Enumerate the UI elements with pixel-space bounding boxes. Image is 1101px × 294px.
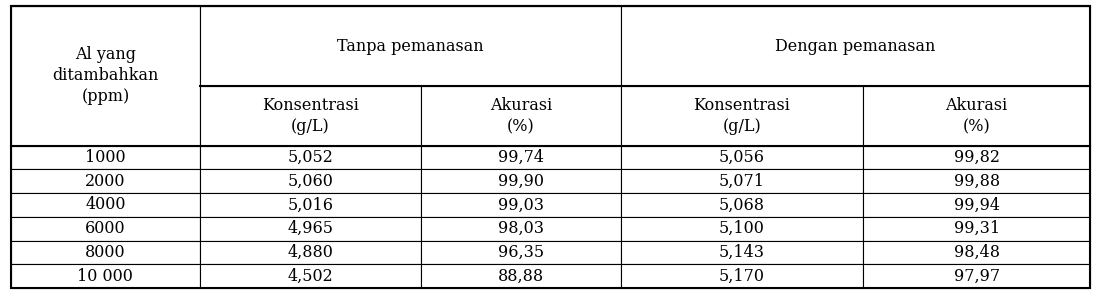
Text: 99,90: 99,90 xyxy=(498,173,544,190)
Text: 99,94: 99,94 xyxy=(953,196,1000,213)
Text: Tanpa pemanasan: Tanpa pemanasan xyxy=(337,38,483,55)
Bar xyxy=(200,86,421,146)
Text: Akurasi
(%): Akurasi (%) xyxy=(490,97,552,135)
Text: 99,31: 99,31 xyxy=(953,220,1000,237)
Bar xyxy=(621,86,863,146)
Text: 1000: 1000 xyxy=(85,149,126,166)
Text: 99,82: 99,82 xyxy=(953,149,1000,166)
Text: 98,03: 98,03 xyxy=(498,220,544,237)
Bar xyxy=(621,6,1090,86)
Bar xyxy=(621,217,863,240)
Text: 5,100: 5,100 xyxy=(719,220,765,237)
Bar xyxy=(200,193,421,217)
Bar xyxy=(621,240,863,264)
Text: 4,502: 4,502 xyxy=(287,268,334,285)
Bar xyxy=(421,217,621,240)
Text: 5,060: 5,060 xyxy=(287,173,334,190)
Text: Dengan pemanasan: Dengan pemanasan xyxy=(775,38,936,55)
Text: Akurasi
(%): Akurasi (%) xyxy=(946,97,1007,135)
Bar xyxy=(863,240,1090,264)
Bar xyxy=(421,240,621,264)
Bar xyxy=(11,169,199,193)
Text: 99,74: 99,74 xyxy=(498,149,544,166)
Bar xyxy=(863,169,1090,193)
Bar xyxy=(421,146,621,169)
Text: Konsentrasi
(g/L): Konsentrasi (g/L) xyxy=(694,97,791,135)
Bar xyxy=(621,146,863,169)
Text: 8000: 8000 xyxy=(85,244,126,261)
Bar xyxy=(11,146,199,169)
Bar xyxy=(863,193,1090,217)
Text: 6000: 6000 xyxy=(85,220,126,237)
Bar xyxy=(621,193,863,217)
Bar xyxy=(200,146,421,169)
Text: 5,170: 5,170 xyxy=(719,268,765,285)
Bar xyxy=(863,86,1090,146)
Text: 4,880: 4,880 xyxy=(287,244,334,261)
Bar xyxy=(200,240,421,264)
Bar xyxy=(863,264,1090,288)
Text: 97,97: 97,97 xyxy=(953,268,1000,285)
Bar xyxy=(863,217,1090,240)
Bar xyxy=(621,264,863,288)
Bar xyxy=(421,169,621,193)
Text: 10 000: 10 000 xyxy=(77,268,133,285)
Text: 99,03: 99,03 xyxy=(498,196,544,213)
Bar xyxy=(11,193,199,217)
Text: 5,052: 5,052 xyxy=(287,149,334,166)
Text: Konsentrasi
(g/L): Konsentrasi (g/L) xyxy=(262,97,359,135)
Bar xyxy=(200,264,421,288)
Text: 5,056: 5,056 xyxy=(719,149,765,166)
Text: 5,016: 5,016 xyxy=(287,196,334,213)
Bar xyxy=(11,217,199,240)
Text: 99,88: 99,88 xyxy=(953,173,1000,190)
Bar xyxy=(200,169,421,193)
Bar xyxy=(421,86,621,146)
Text: 2000: 2000 xyxy=(85,173,126,190)
Bar xyxy=(200,6,621,86)
Bar xyxy=(11,264,199,288)
Bar xyxy=(11,240,199,264)
Text: 5,143: 5,143 xyxy=(719,244,765,261)
Text: 96,35: 96,35 xyxy=(498,244,544,261)
Bar xyxy=(200,217,421,240)
Text: Al yang
ditambahkan
(ppm): Al yang ditambahkan (ppm) xyxy=(52,46,159,105)
Text: 88,88: 88,88 xyxy=(498,268,544,285)
Bar xyxy=(421,193,621,217)
Text: 5,068: 5,068 xyxy=(719,196,765,213)
Text: 98,48: 98,48 xyxy=(953,244,1000,261)
Text: 4000: 4000 xyxy=(85,196,126,213)
Bar xyxy=(421,264,621,288)
Text: 5,071: 5,071 xyxy=(719,173,765,190)
Bar xyxy=(11,6,199,146)
Bar xyxy=(621,169,863,193)
Text: 4,965: 4,965 xyxy=(287,220,334,237)
Bar xyxy=(863,146,1090,169)
